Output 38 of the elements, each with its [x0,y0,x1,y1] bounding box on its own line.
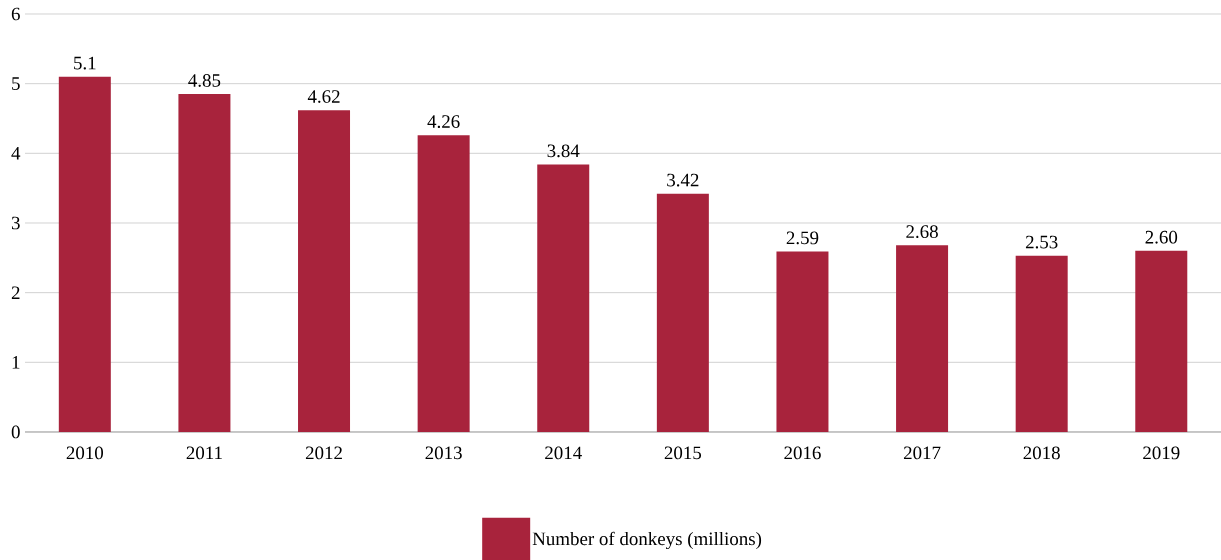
x-tick-label: 2011 [186,446,222,460]
y-tick-label: 0 [11,425,20,439]
bar [298,110,351,432]
data-label: 5.1 [74,56,96,70]
y-tick-label: 3 [11,216,20,230]
data-label: 4.62 [307,90,340,103]
data-label: 2.53 [1025,235,1058,249]
bar [178,94,231,432]
data-label: 4.26 [427,115,460,129]
x-tick-label: 2019 [1143,446,1180,460]
y-tick-label: 6 [11,7,20,21]
data-label: 3.84 [547,144,580,158]
data-label: 2.68 [906,225,938,239]
x-tick-label: 2016 [784,446,821,460]
data-label: 4.85 [188,74,221,87]
data-label: 2.60 [1145,230,1178,244]
bar [1135,250,1188,432]
x-tick-label: 2010 [66,446,104,460]
y-tick-label: 1 [12,356,20,369]
x-tick-label: 2017 [903,446,941,460]
bar [537,164,590,432]
x-tick-label: 2012 [305,446,342,460]
data-label: 3.42 [667,173,699,187]
x-tick-label: 2013 [425,446,462,460]
x-tick-label: 2018 [1023,446,1060,460]
legend-label: Number of donkeys (millions) [532,531,762,550]
x-tick-label: 2015 [664,446,702,460]
bar [896,245,949,432]
y-tick-label: 2 [11,286,20,299]
y-tick-label: 4 [11,147,21,160]
bar [58,76,111,432]
bar [1015,255,1068,432]
data-label: 2.59 [786,231,819,245]
bar [417,135,470,432]
bar [656,193,709,432]
y-tick-label: 5 [12,77,20,90]
bar [776,251,829,432]
x-tick-label: 2014 [545,446,582,460]
